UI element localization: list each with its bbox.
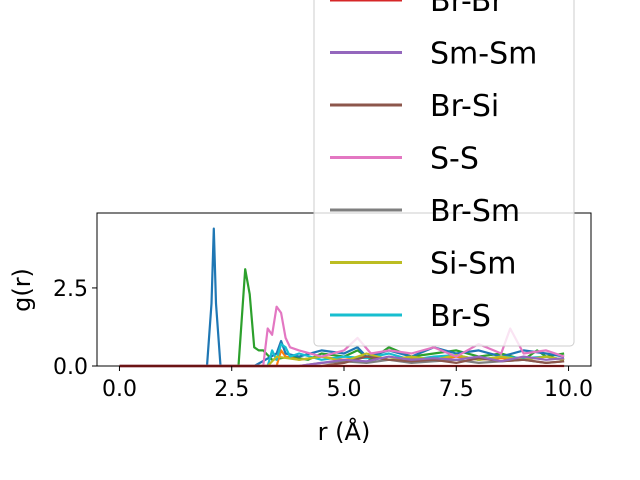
series-line-br-si — [119, 355, 565, 368]
x-tick-label: 0.0 — [102, 377, 137, 402]
axis-ticks: 0.0 2.5 5.0 7.5 10.0 0.0 2.5 — [53, 277, 593, 402]
legend-label-br-sm: Br-Sm — [430, 194, 520, 229]
series-line-sm-sm — [119, 355, 565, 368]
x-tick-label: 10.0 — [544, 377, 593, 402]
series-line-unlabeled-2 — [119, 227, 565, 368]
y-axis-label: g(r) — [8, 268, 36, 312]
legend-label-br-br: Br-Br — [430, 0, 504, 19]
legend-label-br-s: Br-S — [430, 299, 491, 334]
legend-box — [313, 0, 575, 347]
legend-label-br-si: Br-Si — [430, 89, 499, 124]
x-tick-label: 5.0 — [327, 377, 362, 402]
legend-label-s-s: S-S — [430, 142, 479, 177]
legend-label-si-sm: Si-Sm — [430, 247, 516, 282]
legend-label-sm-sm: Sm-Sm — [430, 37, 537, 72]
legend: Br-Br Sm-Sm Br-Si S-S Br-Sm Si-Sm Br-S — [313, 0, 575, 347]
x-axis-label: r (Å) — [318, 417, 371, 446]
y-tick-label: 2.5 — [53, 277, 88, 302]
y-tick-label: 0.0 — [53, 355, 88, 380]
x-tick-label: 2.5 — [214, 377, 249, 402]
x-tick-label: 7.5 — [439, 377, 474, 402]
